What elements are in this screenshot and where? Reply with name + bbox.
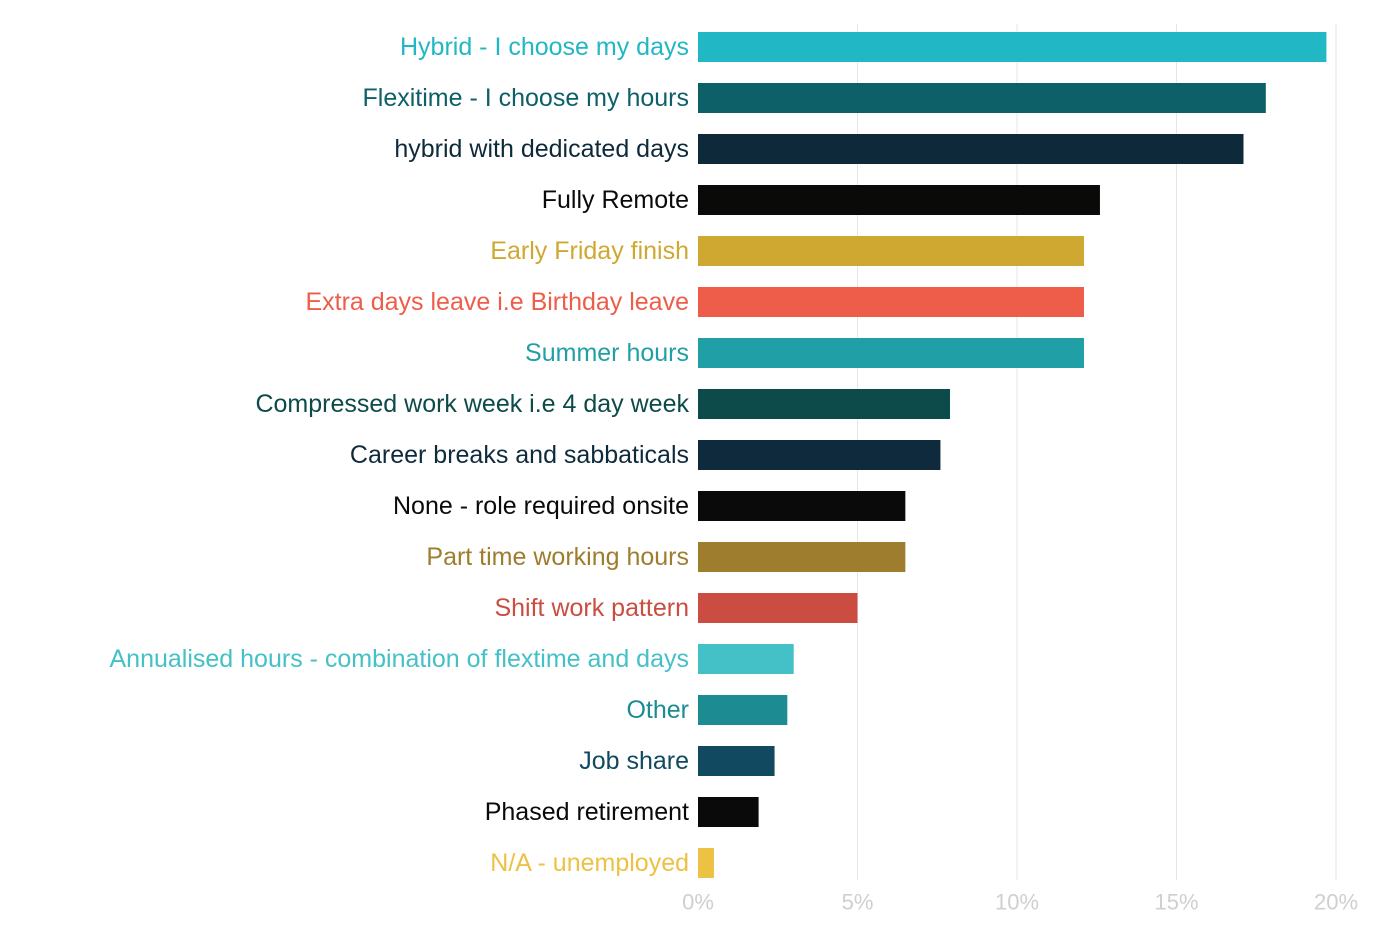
bar bbox=[698, 695, 788, 725]
bar bbox=[698, 491, 906, 521]
x-tick-label: 10% bbox=[995, 890, 1039, 915]
category-label: Career breaks and sabbaticals bbox=[350, 441, 689, 469]
category-label: None - role required onsite bbox=[393, 492, 689, 520]
bar bbox=[698, 185, 1100, 215]
category-label: Flexitime - I choose my hours bbox=[363, 84, 690, 112]
x-axis-ticks: 0% 5% 10% 15% 20% bbox=[682, 890, 1358, 915]
bar bbox=[698, 134, 1244, 164]
category-label: Job share bbox=[579, 747, 689, 775]
bar bbox=[698, 83, 1266, 113]
bar bbox=[698, 746, 775, 776]
x-tick-label: 5% bbox=[842, 890, 874, 915]
category-label: Annualised hours - combination of flexti… bbox=[110, 645, 690, 673]
category-label: Hybrid - I choose my days bbox=[400, 33, 689, 61]
bars bbox=[698, 32, 1327, 878]
bar bbox=[698, 32, 1327, 62]
category-label: Summer hours bbox=[525, 339, 689, 367]
category-label: Extra days leave i.e Birthday leave bbox=[305, 288, 689, 316]
bar bbox=[698, 848, 714, 878]
bar bbox=[698, 287, 1084, 317]
x-tick-label: 15% bbox=[1154, 890, 1198, 915]
bar bbox=[698, 542, 906, 572]
category-label: Part time working hours bbox=[426, 543, 689, 571]
category-label: Phased retirement bbox=[485, 798, 689, 826]
bar bbox=[698, 338, 1084, 368]
category-label: Early Friday finish bbox=[490, 237, 689, 265]
bar bbox=[698, 644, 794, 674]
bar bbox=[698, 440, 941, 470]
bar bbox=[698, 593, 858, 623]
category-label: Shift work pattern bbox=[494, 594, 689, 622]
category-label: hybrid with dedicated days bbox=[394, 135, 689, 163]
bar bbox=[698, 236, 1084, 266]
category-label: Other bbox=[626, 696, 689, 724]
x-tick-label: 0% bbox=[682, 890, 714, 915]
x-tick-label: 20% bbox=[1314, 890, 1358, 915]
bar bbox=[698, 389, 951, 419]
bar bbox=[698, 797, 759, 827]
category-label: Compressed work week i.e 4 day week bbox=[255, 390, 689, 418]
category-label: N/A - unemployed bbox=[490, 849, 689, 877]
category-labels: Hybrid - I choose my days Flexitime - I c… bbox=[110, 33, 690, 877]
category-label: Fully Remote bbox=[542, 186, 689, 214]
